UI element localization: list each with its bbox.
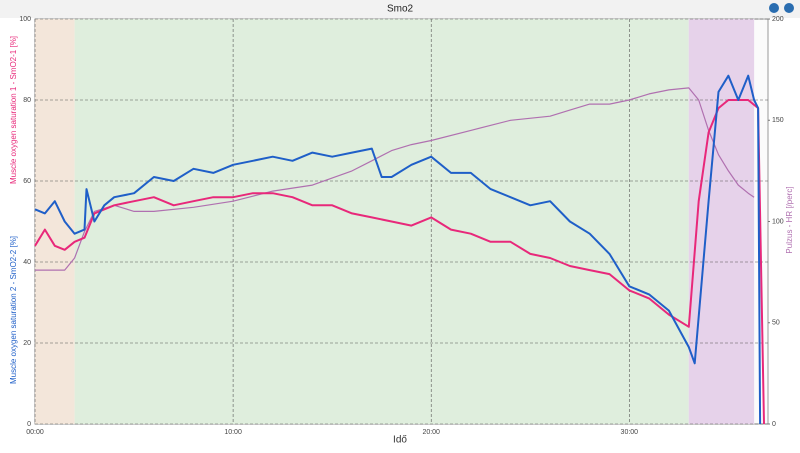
shaded-range [688,19,755,424]
y2-tick-label: 150 [772,117,784,124]
x-tick-label: 10:00 [224,429,242,436]
series-line [34,74,762,425]
y2-tick-label: 100 [772,218,784,225]
shaded-range [74,19,689,424]
y2-tick-label: 200 [772,16,784,23]
y2-axis-title: Pulzus - HR [/perc] [785,186,794,253]
y-axis-title: Muscle oxygen saturation 1 - SmO2-1 [%] [9,36,18,184]
x-axis-title: Idő [393,435,407,446]
y-tick-label: 80 [23,97,31,104]
y2-tick-label: 0 [772,421,776,428]
y-axis-title: Muscle oxygen saturation 2 - SmO2-2 [%] [9,236,18,384]
y-tick-label: 60 [23,178,31,185]
y2-tick-label: 50 [772,320,780,327]
x-tick-label: 20:00 [422,429,440,436]
y-tick-label: 100 [19,16,31,23]
x-tick-label: 30:00 [621,429,639,436]
settings-button[interactable] [769,3,779,13]
title-bar [0,0,800,18]
shaded-range [35,19,75,424]
chart-title: Smo2 [387,4,414,15]
close-button[interactable] [784,3,794,13]
y-tick-label: 40 [23,259,31,266]
y-tick-label: 0 [27,421,31,428]
x-tick-label: 00:00 [26,429,44,436]
series-line [35,87,755,271]
y-tick-label: 20 [23,340,31,347]
series-line [34,99,765,425]
